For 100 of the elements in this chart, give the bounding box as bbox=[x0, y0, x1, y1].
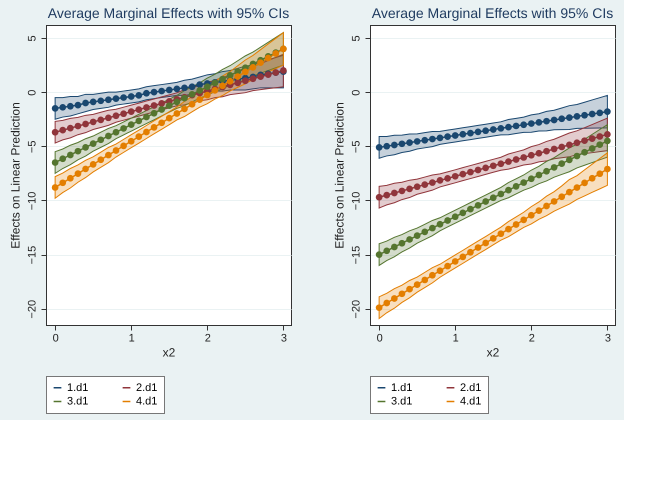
point bbox=[550, 146, 558, 152]
point bbox=[604, 131, 611, 138]
point bbox=[588, 110, 596, 118]
x-axis-title: x2 bbox=[486, 346, 500, 360]
point bbox=[66, 174, 74, 182]
point bbox=[574, 152, 580, 160]
point bbox=[498, 230, 504, 238]
point bbox=[90, 140, 97, 147]
point bbox=[452, 213, 459, 220]
point bbox=[97, 156, 104, 164]
point bbox=[135, 106, 142, 113]
point bbox=[505, 124, 512, 130]
point bbox=[596, 170, 604, 178]
point bbox=[59, 179, 66, 186]
point bbox=[390, 142, 398, 148]
point bbox=[398, 140, 406, 148]
point bbox=[66, 124, 74, 132]
point bbox=[536, 172, 542, 178]
point bbox=[97, 116, 104, 124]
point bbox=[97, 136, 104, 144]
point bbox=[512, 183, 520, 190]
point bbox=[406, 286, 413, 292]
point bbox=[536, 207, 542, 214]
point bbox=[158, 88, 166, 94]
x-tick-label: 1 bbox=[452, 332, 459, 344]
point bbox=[406, 186, 413, 192]
point bbox=[558, 193, 566, 200]
point bbox=[204, 83, 211, 90]
point bbox=[558, 144, 566, 150]
legend-label: 3.d1 bbox=[67, 396, 88, 408]
point bbox=[188, 100, 196, 108]
point bbox=[90, 161, 97, 168]
y-tick-label: −15 bbox=[26, 246, 38, 264]
point bbox=[82, 144, 89, 151]
point bbox=[452, 258, 459, 265]
point bbox=[429, 136, 436, 142]
point bbox=[150, 124, 158, 131]
point bbox=[588, 135, 596, 142]
point bbox=[558, 115, 566, 122]
point bbox=[574, 113, 580, 120]
x-tick-label: 2 bbox=[528, 332, 535, 344]
y-axis-title: Effects on Linear Prediction bbox=[332, 102, 346, 249]
point bbox=[467, 168, 474, 176]
point bbox=[82, 120, 89, 128]
point bbox=[234, 73, 242, 80]
point bbox=[581, 180, 588, 186]
point bbox=[566, 156, 573, 164]
point bbox=[474, 128, 482, 136]
point bbox=[467, 248, 474, 256]
point bbox=[520, 154, 528, 161]
point bbox=[604, 166, 611, 172]
legend-label: 1.d1 bbox=[67, 382, 88, 394]
point bbox=[59, 126, 66, 134]
point bbox=[158, 100, 166, 107]
point bbox=[97, 97, 104, 104]
point bbox=[398, 188, 406, 194]
point bbox=[128, 121, 135, 128]
point bbox=[536, 150, 542, 157]
point bbox=[59, 155, 66, 162]
x-tick-label: 0 bbox=[52, 332, 59, 344]
point bbox=[452, 172, 459, 180]
point bbox=[490, 194, 497, 202]
point bbox=[406, 236, 413, 243]
point bbox=[520, 121, 528, 128]
point bbox=[105, 132, 112, 140]
point bbox=[120, 110, 127, 118]
y-tick-label: 5 bbox=[26, 35, 38, 42]
point bbox=[566, 114, 573, 121]
point bbox=[436, 177, 444, 184]
point bbox=[596, 109, 604, 116]
point bbox=[498, 160, 504, 168]
point bbox=[204, 92, 211, 98]
point bbox=[520, 216, 528, 224]
point bbox=[444, 133, 451, 140]
point bbox=[566, 142, 573, 148]
point bbox=[188, 83, 196, 90]
y-tick-label: 5 bbox=[350, 35, 362, 42]
legend-label: 4.d1 bbox=[136, 396, 158, 408]
y-tick-label: −10 bbox=[26, 192, 38, 210]
point bbox=[414, 138, 421, 145]
point bbox=[383, 300, 390, 306]
point bbox=[505, 158, 512, 165]
point bbox=[128, 108, 135, 115]
point bbox=[398, 240, 406, 247]
point bbox=[250, 64, 256, 71]
point bbox=[444, 175, 451, 182]
point bbox=[520, 179, 528, 186]
point bbox=[158, 119, 166, 126]
x-axis-title: x2 bbox=[162, 346, 176, 360]
y-tick-label: −10 bbox=[350, 192, 362, 210]
x-tick-label: 1 bbox=[128, 332, 135, 344]
point bbox=[498, 190, 504, 198]
point bbox=[120, 125, 127, 132]
point bbox=[82, 100, 89, 106]
point bbox=[421, 181, 428, 188]
point bbox=[143, 114, 150, 120]
point bbox=[150, 110, 158, 117]
point bbox=[150, 88, 158, 96]
point bbox=[82, 166, 89, 172]
point bbox=[581, 112, 588, 119]
